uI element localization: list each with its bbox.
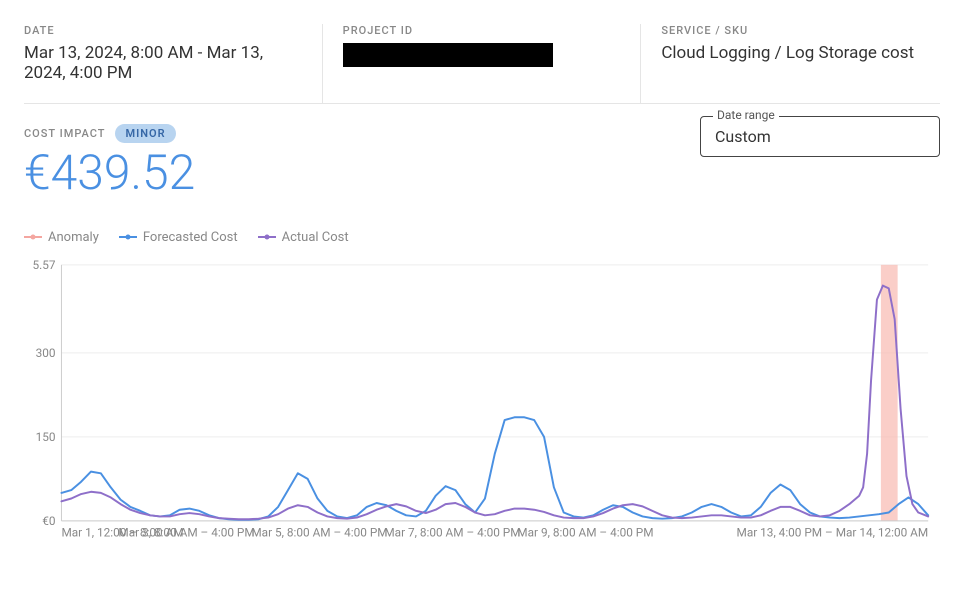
cost-impact-badge: MINOR [115, 124, 175, 143]
date-range-select[interactable]: Date range Custom [700, 116, 940, 157]
legend-label-forecasted: Forecasted Cost [143, 230, 238, 245]
cost-impact-label: COST IMPACT [24, 127, 105, 140]
svg-text:5.57: 5.57 [33, 258, 56, 272]
svg-text:Mar 9, 8:00 AM – 4:00 PM: Mar 9, 8:00 AM – 4:00 PM [517, 525, 653, 539]
header-service: SERVICE / SKU Cloud Logging / Log Storag… [661, 24, 940, 83]
svg-text:Mar 5, 8:00 AM – 4:00 PM: Mar 5, 8:00 AM – 4:00 PM [251, 525, 387, 539]
service-label: SERVICE / SKU [661, 24, 940, 37]
project-id-redacted [343, 43, 553, 67]
header-project: PROJECT ID [343, 24, 622, 83]
date-label: DATE [24, 24, 303, 37]
chart-legend: Anomaly Forecasted Cost Actual Cost [24, 230, 940, 245]
chart-container: €01503005.57Mar 1, 12:00 – 8:00 AMMar 3,… [24, 255, 940, 550]
svg-text:€0: €0 [42, 514, 55, 528]
date-value: Mar 13, 2024, 8:00 AM - Mar 13, 2024, 4:… [24, 43, 303, 83]
cost-chart[interactable]: €01503005.57Mar 1, 12:00 – 8:00 AMMar 3,… [24, 255, 940, 550]
project-label: PROJECT ID [343, 24, 622, 37]
cost-impact-block: COST IMPACT MINOR €439.52 [24, 124, 195, 200]
legend-swatch-anomaly [24, 236, 42, 238]
service-value: Cloud Logging / Log Storage cost [661, 43, 940, 63]
legend-swatch-forecasted [119, 236, 137, 238]
legend-item-anomaly[interactable]: Anomaly [24, 230, 99, 245]
svg-text:Mar 13, 4:00 PM – Mar 14, 12:0: Mar 13, 4:00 PM – Mar 14, 12:00 AM [737, 525, 929, 539]
legend-label-actual: Actual Cost [282, 230, 349, 245]
project-value [343, 43, 622, 67]
legend-label-anomaly: Anomaly [48, 230, 99, 245]
svg-text:300: 300 [36, 346, 56, 360]
legend-item-actual[interactable]: Actual Cost [258, 230, 349, 245]
cost-impact-amount: €439.52 [24, 147, 195, 200]
date-range-legend: Date range [713, 108, 779, 122]
svg-text:150: 150 [36, 430, 56, 444]
header-row: DATE Mar 13, 2024, 8:00 AM - Mar 13, 202… [24, 24, 940, 104]
legend-swatch-actual [258, 236, 276, 238]
legend-item-forecasted[interactable]: Forecasted Cost [119, 230, 238, 245]
date-range-value: Custom [715, 127, 925, 146]
header-date: DATE Mar 13, 2024, 8:00 AM - Mar 13, 202… [24, 24, 303, 83]
svg-text:Mar 3, 8:00 AM – 4:00 PM: Mar 3, 8:00 AM – 4:00 PM [118, 525, 254, 539]
impact-row: COST IMPACT MINOR €439.52 Date range Cus… [24, 124, 940, 200]
cost-impact-label-row: COST IMPACT MINOR [24, 124, 195, 143]
svg-text:Mar 7, 8:00 AM – 4:00 PM: Mar 7, 8:00 AM – 4:00 PM [384, 525, 520, 539]
